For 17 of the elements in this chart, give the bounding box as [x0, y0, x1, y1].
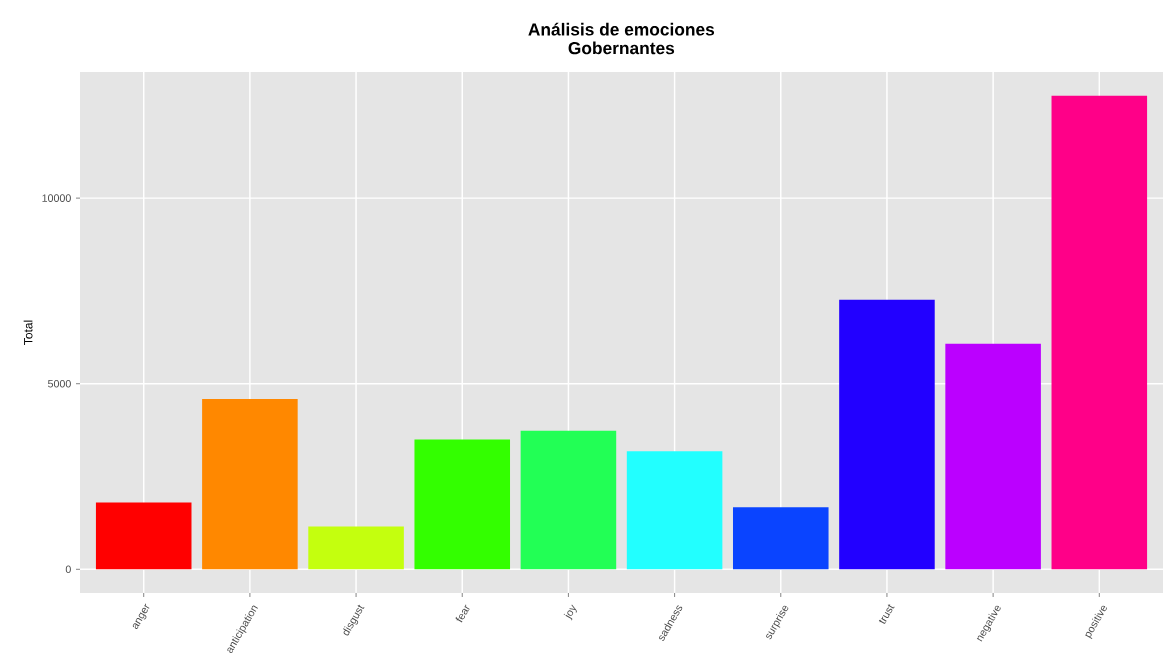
y-axis-title: Total	[23, 320, 33, 345]
x-tick-label: joy	[563, 604, 577, 621]
bar	[202, 398, 298, 570]
bar	[839, 299, 935, 570]
bar	[95, 502, 192, 570]
bar	[1051, 95, 1148, 570]
bar	[732, 507, 829, 570]
chart-title: Análisis de emociones	[528, 22, 715, 36]
bar	[308, 526, 404, 570]
bar	[414, 439, 511, 570]
bar	[520, 430, 617, 570]
y-tick-label: 0	[65, 565, 71, 574]
bar	[945, 343, 1041, 570]
y-tick-label: 5000	[47, 379, 71, 388]
y-tick-label: 10000	[42, 194, 71, 202]
chart-subtitle: Gobernantes	[568, 41, 675, 55]
bar	[626, 451, 723, 570]
